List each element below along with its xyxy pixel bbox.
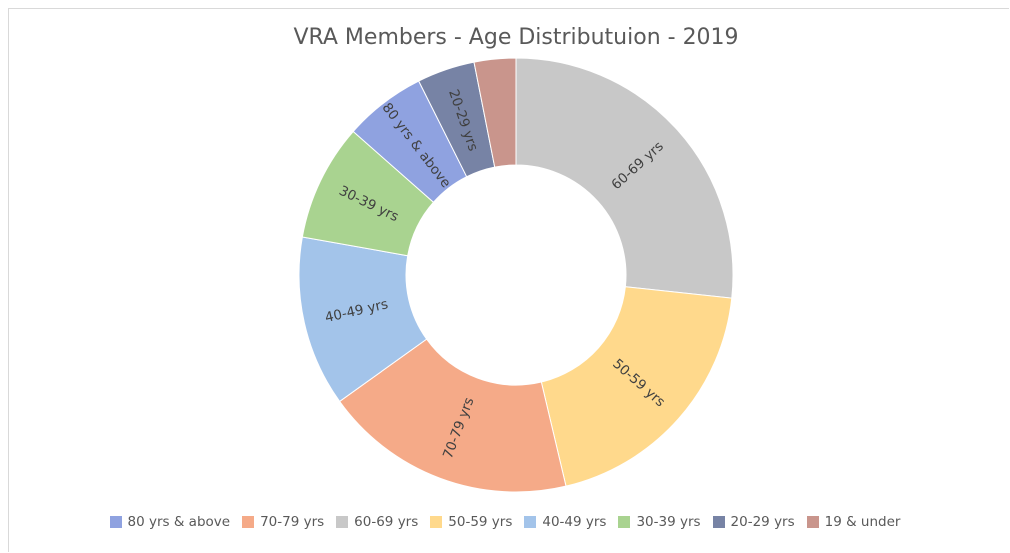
- legend-label: 30-39 yrs: [636, 514, 701, 530]
- legend-item: 70-79 yrs: [242, 514, 324, 530]
- legend-label: 20-29 yrs: [730, 514, 795, 530]
- legend-swatch: [618, 516, 631, 528]
- chart-title: VRA Members - Age Distributuion - 2019: [293, 25, 738, 50]
- legend-label: 19 & under: [824, 514, 901, 530]
- legend-swatch: [524, 516, 537, 528]
- legend-label: 80 yrs & above: [127, 514, 231, 530]
- legend-item: 19 & under: [806, 514, 901, 530]
- chart-frame: [8, 8, 1009, 552]
- legend-label: 50-59 yrs: [448, 514, 513, 530]
- legend-swatch: [336, 516, 349, 528]
- donut-slice: [473, 57, 517, 168]
- legend-item: 20-29 yrs: [712, 514, 795, 530]
- legend-swatch: [109, 516, 122, 528]
- legend-item: 30-39 yrs: [618, 514, 701, 530]
- legend: 80 yrs & above 70-79 yrs 60-69 yrs 50-59 yr…: [0, 514, 1010, 530]
- legend-item: 40-49 yrs: [524, 514, 606, 530]
- legend-swatch: [712, 516, 725, 528]
- legend-item: 80 yrs & above: [109, 514, 231, 530]
- legend-item: 60-69 yrs: [336, 514, 418, 530]
- legend-label: 60-69 yrs: [354, 514, 419, 530]
- legend-swatch: [430, 516, 443, 528]
- legend-label: 40-49 yrs: [542, 514, 607, 530]
- donut-slice: [540, 286, 733, 487]
- donut-slice: [515, 57, 734, 299]
- legend-label: 70-79 yrs: [260, 514, 325, 530]
- legend-item: 50-59 yrs: [430, 514, 512, 530]
- legend-swatch: [806, 516, 819, 528]
- donut-slice: [338, 338, 567, 493]
- legend-swatch: [242, 516, 255, 528]
